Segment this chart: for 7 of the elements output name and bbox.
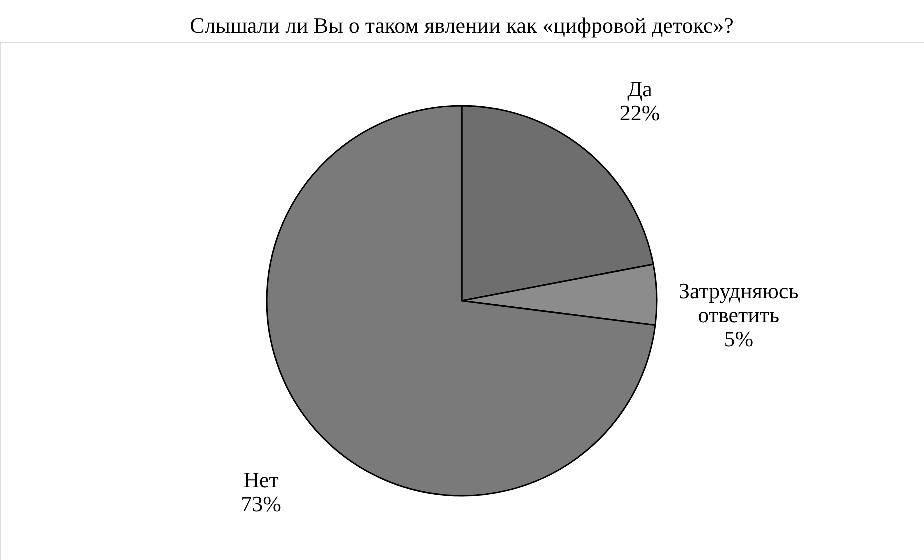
slice-label: Затрудняюсь ответить xyxy=(678,278,799,328)
data-label: 22% xyxy=(620,100,660,126)
slice-label: Да xyxy=(628,76,653,102)
slice-label: Нет xyxy=(244,468,280,493)
data-label: 5% xyxy=(724,326,754,352)
chart-title: Слышали ли Вы о таком явлении как «цифровой детокс»? xyxy=(190,13,734,38)
data-label: 73% xyxy=(241,492,282,517)
